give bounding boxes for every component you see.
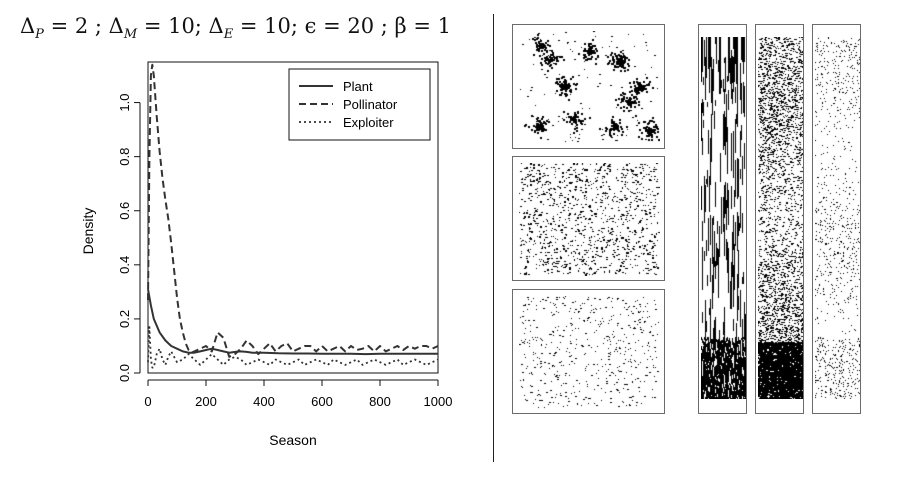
subscript-m: M xyxy=(123,27,138,43)
chart-series-lines xyxy=(147,63,439,369)
x-tick-label: 600 xyxy=(311,394,333,409)
series-line-plant xyxy=(147,289,438,356)
x-tick-label: 200 xyxy=(195,394,217,409)
y-tick-label: 0.2 xyxy=(117,310,132,328)
delta-symbol: Δ xyxy=(20,14,36,38)
y-tick-label: 1.0 xyxy=(117,94,132,112)
exploiter-snapshot xyxy=(512,289,665,414)
panel-divider xyxy=(493,14,494,462)
series-line-pollinator xyxy=(147,63,439,358)
legend-label: Pollinator xyxy=(343,97,398,112)
exploiter-timeseries-strip xyxy=(812,24,861,414)
title-segment: = 10; ϵ = 20 ; β = 1 xyxy=(233,14,451,38)
series-line-exploiter xyxy=(147,326,439,369)
plant-snapshot xyxy=(512,156,665,281)
x-tick-label: 400 xyxy=(253,394,275,409)
pollinator-snapshot xyxy=(512,24,665,149)
subscript-e: E xyxy=(223,27,234,43)
subscript-p: P xyxy=(35,27,44,43)
y-tick-label: 0.6 xyxy=(117,202,132,220)
plant-timeseries-strip xyxy=(698,24,747,414)
x-tick-label: 0 xyxy=(144,394,151,409)
y-tick-label: 0.8 xyxy=(117,148,132,166)
x-tick-label: 800 xyxy=(369,394,391,409)
y-tick-label: 0.0 xyxy=(117,364,132,382)
y-axis-label: Density xyxy=(80,208,96,255)
y-tick-label: 0.4 xyxy=(117,256,132,274)
legend-label: Plant xyxy=(343,79,373,94)
legend-label: Exploiter xyxy=(343,115,394,130)
density-chart: 0 200 400 600 800 1000 0.0 0.2 0.4 0.6 0.8 1.0 Plan… xyxy=(80,61,453,448)
x-axis-label: Season xyxy=(269,432,316,448)
chart-axes: 0 200 400 600 800 1000 0.0 0.2 0.4 0.6 0.8 1.0 xyxy=(117,61,453,409)
title-segment: = 10; Δ xyxy=(137,14,224,38)
figure-title: ΔP = 2 ; ΔM = 10; ΔE = 10; ϵ = 20 ; β = … xyxy=(20,14,490,42)
x-tick-label: 1000 xyxy=(424,394,453,409)
pollinator-timeseries-strip xyxy=(755,24,804,414)
title-segment: = 2 ; Δ xyxy=(43,14,124,38)
chart-legend: Plant Pollinator Exploiter xyxy=(288,68,431,141)
